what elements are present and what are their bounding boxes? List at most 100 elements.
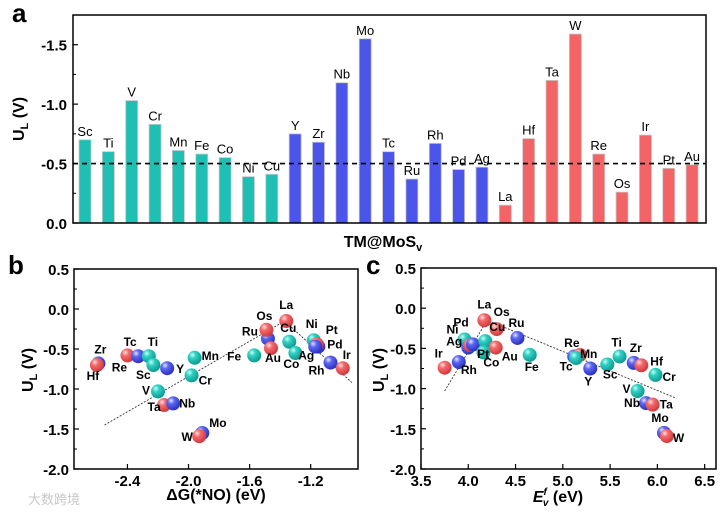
point-Ir — [335, 361, 350, 376]
bar-label-Ir: Ir — [641, 119, 650, 134]
point-Tc — [131, 349, 146, 364]
y-tick-label: 0.5 — [395, 261, 416, 278]
x-tick-label: 4.5 — [505, 473, 526, 490]
bar-Mo — [358, 38, 372, 224]
point-label-Hf: Hf — [650, 354, 664, 368]
point-label-Cu: Cu — [489, 320, 505, 334]
bar-label-Pd: Pd — [451, 154, 467, 169]
bar-Cr — [148, 123, 162, 224]
point-Ag — [308, 339, 323, 354]
bar-Ta — [545, 79, 559, 224]
bar-label-Ni: Ni — [242, 161, 254, 176]
bar-Re — [592, 153, 606, 224]
y-tick-label: -2.0 — [43, 462, 69, 479]
bar-Zr — [312, 141, 325, 224]
point-Au — [263, 341, 278, 356]
point-label-Rh: Rh — [461, 363, 477, 377]
point-label-Au: Au — [265, 351, 281, 365]
point-label-Ag: Ag — [298, 349, 314, 363]
point-label-La: La — [279, 298, 293, 312]
bar-Tc — [382, 151, 395, 224]
bar-Os — [615, 191, 629, 224]
point-label-Mo: Mo — [209, 416, 226, 430]
panel-label-a: a — [12, 0, 27, 28]
point-Pd — [466, 337, 481, 352]
point-label-Pd: Pd — [327, 338, 342, 352]
point-Ti — [612, 349, 627, 364]
x-tick-label: 4.0 — [458, 473, 479, 490]
bar-V — [125, 100, 139, 224]
bar-W — [568, 33, 582, 224]
point-Co — [288, 346, 303, 360]
point-Nb — [166, 396, 181, 411]
bar-label-V: V — [127, 85, 136, 100]
y-tick-label: -0.5 — [41, 157, 67, 174]
bar-label-Rh: Rh — [427, 127, 444, 142]
point-label-Ni: Ni — [306, 317, 318, 331]
point-label-Y: Y — [176, 362, 184, 376]
point-Fe — [522, 347, 537, 362]
point-label-Pt: Pt — [326, 323, 338, 337]
bar-label-Pt: Pt — [663, 152, 676, 167]
bar-label-Os: Os — [614, 176, 631, 191]
point-label-Ir: Ir — [343, 348, 351, 362]
point-label-Ta: Ta — [660, 398, 673, 412]
bar-label-Cr: Cr — [148, 108, 162, 123]
point-Au — [488, 340, 503, 355]
point-label-Zr: Zr — [630, 341, 642, 355]
point-Cr — [648, 367, 663, 382]
y-tick-label: 0.0 — [48, 302, 69, 319]
point-label-Y: Y — [584, 375, 592, 389]
x-tick-label: -2.4 — [115, 473, 142, 490]
bar-label-Ta: Ta — [545, 64, 560, 79]
x-axis-label: ΔG(*NO) (eV) — [166, 487, 266, 504]
point-Hf — [634, 358, 649, 373]
point-Ta — [645, 397, 660, 412]
point-label-Os: Os — [256, 309, 272, 323]
point-V — [630, 384, 645, 399]
bar-label-W: W — [569, 18, 582, 33]
point-Cr — [184, 368, 199, 383]
point-label-La: La — [477, 297, 491, 311]
bar-Ru — [405, 178, 419, 224]
point-Ru — [510, 330, 525, 345]
point-label-Fe: Fe — [525, 360, 539, 374]
point-W — [192, 429, 207, 444]
point-label-Ru: Ru — [508, 316, 524, 330]
point-Hf — [89, 358, 104, 372]
x-tick-label: -2.0 — [176, 473, 202, 490]
trend-line — [444, 319, 677, 399]
bar-Hf — [522, 138, 536, 224]
point-label-Co: Co — [483, 355, 499, 369]
point-label-Ru: Ru — [242, 325, 258, 339]
point-label-Tc: Tc — [560, 359, 573, 373]
bar-Ni — [242, 176, 255, 224]
bar-label-Au: Au — [684, 149, 700, 164]
point-Os — [259, 322, 274, 337]
bar-label-Ti: Ti — [103, 136, 113, 151]
bar-Cu — [265, 173, 279, 224]
point-Rh — [323, 355, 338, 370]
point-label-W: W — [673, 431, 685, 445]
y-tick-label: -1.0 — [41, 97, 67, 114]
x-tick-label: 6.0 — [647, 473, 668, 490]
point-Mn — [569, 351, 584, 366]
point-label-Ni: Ni — [446, 323, 458, 337]
point-label-Pd: Pd — [453, 315, 468, 329]
bar-Pt — [662, 167, 676, 224]
point-label-Re: Re — [564, 336, 580, 350]
y-axis-label: UL (V) — [11, 97, 31, 141]
bar-Pd — [452, 169, 466, 224]
bar-label-Co: Co — [217, 142, 234, 157]
point-label-Ti: Ti — [148, 335, 158, 349]
bar-label-Y: Y — [291, 118, 300, 133]
bar-Ti — [101, 151, 115, 224]
bar-Y — [288, 133, 302, 224]
y-tick-label: -0.5 — [43, 342, 69, 359]
point-Re — [120, 348, 135, 363]
bar-label-Fe: Fe — [194, 138, 209, 153]
panel-label-b: b — [8, 250, 24, 280]
point-label-Ir: Ir — [435, 347, 443, 361]
